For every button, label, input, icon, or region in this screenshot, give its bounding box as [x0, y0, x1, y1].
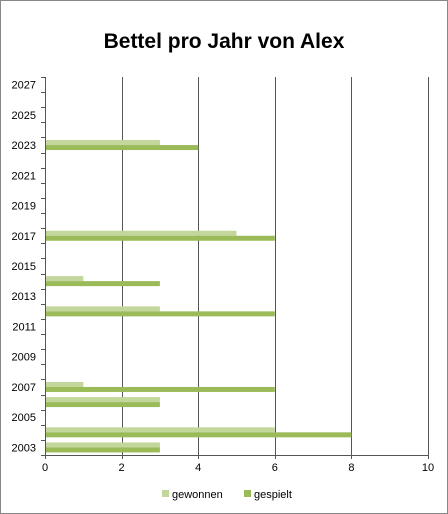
bar-gespielt-2023	[46, 145, 199, 151]
bars	[46, 140, 352, 453]
y-tick-label-2003: 2003	[12, 442, 36, 454]
legend-label-gespielt: gespielt	[254, 489, 292, 501]
axes: 0 2 4 6 8 10 2003 2005 2007 2009 2011 2013 2015 2017 2…	[12, 77, 434, 474]
bar-gewonnen-2023	[46, 140, 160, 146]
y-tick-label-2005: 2005	[12, 412, 36, 424]
x-tick-label-10: 10	[422, 462, 434, 474]
bar-gewonnen-2003	[46, 442, 160, 448]
y-tick-label-2015: 2015	[12, 261, 36, 273]
bar-gespielt-2006	[46, 402, 160, 408]
bar-gewonnen-2012	[46, 306, 160, 312]
y-tick-label-2021: 2021	[12, 170, 36, 182]
bar-gespielt-2004	[46, 432, 352, 438]
bar-gewonnen-2017	[46, 230, 237, 236]
bar-gewonnen-2007	[46, 381, 84, 387]
bar-gewonnen-2014	[46, 276, 84, 282]
bar-gespielt-2014	[46, 281, 160, 287]
x-tick-label-8: 8	[348, 462, 354, 474]
legend-swatch-gespielt	[244, 490, 251, 497]
legend: gewonnen gespielt	[162, 489, 292, 501]
y-tick-label-2025: 2025	[12, 110, 36, 122]
x-tick-label-2: 2	[119, 462, 125, 474]
bar-gespielt-2017	[46, 235, 275, 241]
bar-gespielt-2012	[46, 311, 275, 317]
y-tick-label-2017: 2017	[12, 231, 36, 243]
y-tick-label-2019: 2019	[12, 201, 36, 213]
legend-swatch-gewonnen	[162, 490, 169, 497]
bar-gespielt-2003	[46, 447, 160, 453]
gridlines	[122, 77, 429, 455]
y-tick-label-2011: 2011	[12, 321, 36, 333]
x-tick-label-0: 0	[42, 462, 48, 474]
legend-label-gewonnen: gewonnen	[172, 489, 223, 501]
y-tick-label-2027: 2027	[12, 80, 36, 92]
bar-gewonnen-2006	[46, 397, 160, 403]
bar-gespielt-2007	[46, 386, 275, 392]
y-tick-label-2013: 2013	[12, 291, 36, 303]
bar-gewonnen-2004	[46, 427, 275, 433]
x-tick-label-4: 4	[195, 462, 201, 474]
y-tick-label-2007: 2007	[12, 382, 36, 394]
y-tick-label-2023: 2023	[12, 140, 36, 152]
y-tick-label-2009: 2009	[12, 352, 36, 364]
chart-title: Bettel pro Jahr von Alex	[103, 30, 345, 53]
x-tick-label-6: 6	[272, 462, 278, 474]
